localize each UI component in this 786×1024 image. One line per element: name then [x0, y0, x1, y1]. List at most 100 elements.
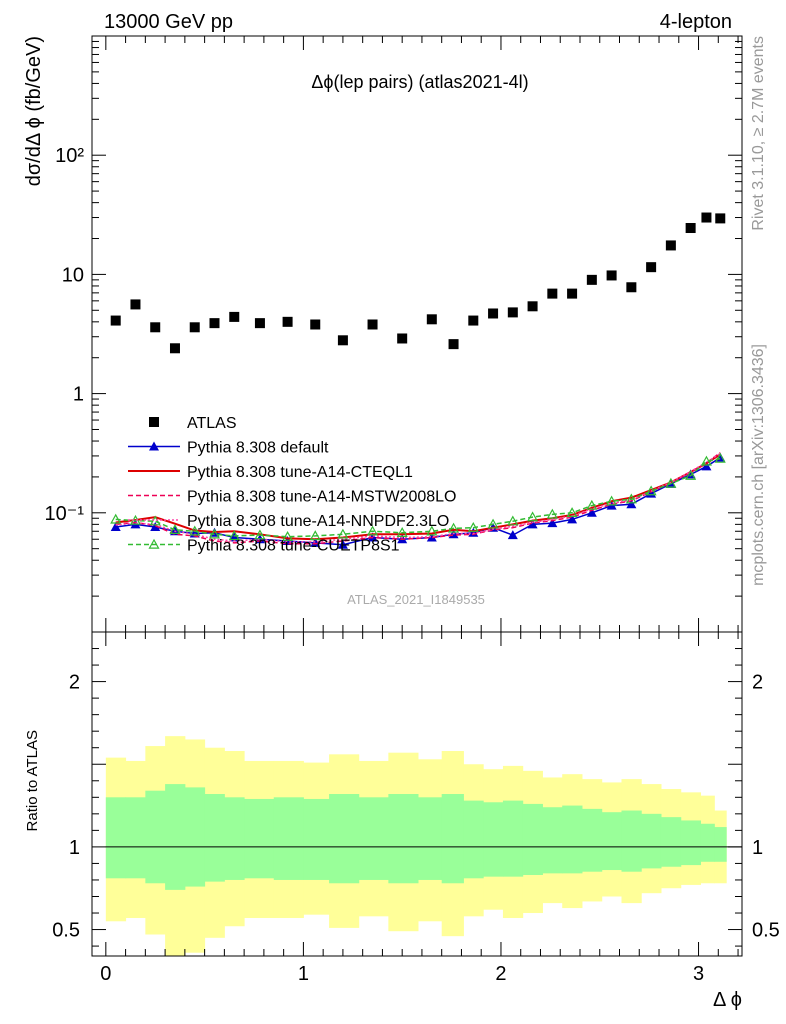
ratio-y-tick-label-right: 1 [752, 837, 763, 859]
band-bin [224, 797, 245, 880]
data-point [715, 213, 726, 224]
data-point [487, 518, 499, 529]
data-point [110, 513, 122, 524]
band-bin [522, 803, 543, 875]
band-bin [329, 794, 360, 884]
data-point [586, 499, 598, 510]
legend-entry: Pythia 8.308 default [128, 440, 329, 457]
band-bin [562, 805, 583, 874]
band-bin [184, 787, 206, 887]
data-point [566, 507, 578, 518]
ratio-y-tick-label-right: 2 [752, 672, 763, 694]
main-axis-ticks: 10⁻¹ 1 10 10² [45, 36, 742, 633]
data-point [527, 519, 538, 529]
data-point [547, 518, 558, 528]
ratio-y-tick-label: 2 [69, 672, 80, 694]
data-point [507, 515, 519, 526]
band-bin [204, 794, 225, 882]
data-point [229, 311, 240, 322]
data-point [337, 528, 349, 539]
series-line [115, 453, 721, 541]
data-point [468, 315, 479, 326]
band-bin [388, 794, 419, 884]
ratio-y-axis-label: Ratio to ATLAS [24, 730, 41, 831]
band-bin [463, 800, 484, 879]
legend: ATLAS Pythia 8.308 default Pythia 8.308 tu… [128, 415, 456, 555]
x-tick-label: 1 [298, 963, 309, 985]
data-point [665, 240, 676, 251]
band-bin [680, 820, 702, 866]
ratio-panel: 0.5 0.5 1 1 2 2 0 1 2 3 Ratio to ATLAS Δ ϕ [24, 631, 780, 1011]
legend-marker [148, 538, 160, 549]
data-point [567, 514, 578, 524]
data-point [626, 282, 637, 293]
data-point [110, 522, 121, 532]
header-right-label: 4-lepton [660, 11, 732, 33]
legend-label: Pythia 8.308 tune-CUETP8S1 [187, 538, 400, 555]
data-point [547, 288, 558, 299]
band-bin [660, 817, 682, 867]
data-point [645, 485, 657, 496]
data-point [282, 316, 293, 327]
data-point [110, 315, 121, 326]
data-point [396, 527, 408, 537]
main-plot-title: Δϕ(lep pairs) (atlas2021-4l) [311, 72, 528, 92]
data-point [282, 530, 294, 541]
band-bin [502, 800, 524, 877]
legend-label: ATLAS [187, 415, 237, 432]
ratio-plot-frame [91, 631, 743, 957]
ratio-axis-ticks: 0.5 0.5 1 1 2 2 0 1 2 3 [52, 632, 780, 985]
x-tick-label: 0 [100, 963, 111, 985]
rivet-version-label: Rivet 3.1.10, ≥ 2.7M events [750, 36, 767, 231]
header-left-label: 13000 GeV pp [104, 11, 233, 33]
data-point [700, 455, 712, 466]
data-point [150, 522, 161, 532]
data-point [507, 530, 518, 540]
data-point [586, 274, 597, 285]
band-bin [303, 798, 330, 880]
band-bin [358, 797, 389, 880]
band-bin [125, 797, 146, 879]
band-bin [700, 823, 715, 862]
data-point [209, 318, 220, 329]
main-y-axis-label: dσ/dΔ ϕ (fb/GeV) [23, 36, 45, 186]
data-point [625, 493, 637, 504]
data-point [685, 223, 696, 234]
main-y-tick-label: 10² [55, 145, 84, 167]
data-point [606, 495, 618, 506]
data-point [626, 499, 637, 509]
band-bin [601, 812, 622, 871]
data-point [714, 452, 726, 463]
data-point [189, 322, 200, 333]
band-bin [165, 784, 186, 890]
band-bin [417, 797, 443, 880]
data-point [546, 508, 558, 519]
data-point [665, 477, 677, 488]
ratio-band-1 [105, 784, 727, 890]
ratio-data-layer [105, 736, 742, 956]
mcplots-reference-label: mcplots.cern.ch [arXiv:1306.3436] [750, 344, 767, 586]
data-point [169, 524, 181, 535]
data-point [169, 343, 180, 354]
legend-label: Pythia 8.308 tune-A14-NNPDF2.3LO [187, 513, 449, 530]
data-point [149, 515, 161, 526]
legend-entry: ATLAS [149, 415, 237, 432]
x-tick-label: 2 [495, 963, 506, 985]
data-point [467, 521, 479, 532]
data-point [586, 507, 597, 517]
ratio-y-tick-label: 1 [69, 837, 80, 859]
data-point [228, 530, 240, 541]
main-y-tick-label: 10⁻¹ [45, 503, 85, 525]
legend-entry: Pythia 8.308 tune-CUETP8S1 [128, 538, 400, 555]
series-2 [115, 453, 721, 541]
data-point [685, 469, 697, 480]
legend-entry: Pythia 8.308 tune-A14-CTEQL1 [128, 464, 413, 481]
data-point [426, 525, 438, 536]
data-point [527, 301, 538, 312]
band-bin [244, 798, 275, 879]
x-tick-label: 3 [693, 963, 704, 985]
band-bin [145, 790, 166, 884]
data-point [309, 530, 321, 541]
